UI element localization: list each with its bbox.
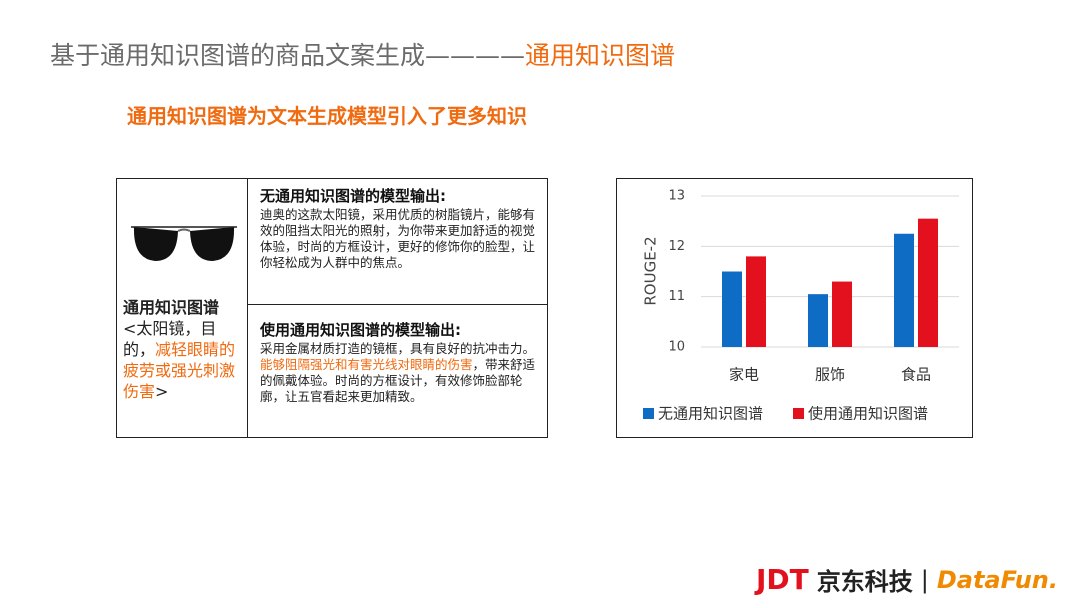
sunglasses-icon bbox=[131, 226, 237, 261]
bar bbox=[746, 256, 766, 347]
without-kg-cell: 无通用知识图谱的模型输出: 迪奥的这款太阳镜，采用优质的树脂镜片，能够有效的阻挡… bbox=[248, 179, 547, 305]
logo: JDT 京东科技 | DataFun. bbox=[755, 563, 1058, 596]
logo-cn: 京东科技 bbox=[816, 568, 913, 596]
logo-jdt: JDT bbox=[755, 563, 809, 596]
title-text: 基于通用知识图谱的商品文案生成———— bbox=[50, 41, 526, 70]
cell-heading: 使用通用知识图谱的模型输出: bbox=[260, 321, 461, 339]
bar bbox=[894, 233, 914, 347]
legend-swatch bbox=[643, 408, 654, 419]
with-kg-cell: 使用通用知识图谱的模型输出: 采用金属材质打造的镜框，具有良好的抗冲击力。能够阻… bbox=[248, 305, 547, 437]
product-cell: 通用知识图谱 <太阳镜，目的，减轻眼睛的疲劳或强光刺激伤害> bbox=[117, 179, 248, 437]
y-axis-label: ROUGE-2 bbox=[642, 236, 660, 305]
body-text: ，带来舒适的佩戴体验。时尚的方框设计，有效修饰脸部轮廓，让五官看起来更加精致。 bbox=[260, 357, 536, 404]
y-tick-label: 13 bbox=[668, 189, 685, 204]
body-text: 采用金属材质打造的镜框，具有良好的抗冲击力。 bbox=[260, 341, 536, 356]
logo-datafun: DataFun. bbox=[936, 565, 1058, 594]
product-text: 通用知识图谱 <太阳镜，目的，减轻眼睛的疲劳或强光刺激伤害> bbox=[123, 297, 243, 402]
bar bbox=[808, 294, 828, 347]
comparison-table: 通用知识图谱 <太阳镜，目的，减轻眼睛的疲劳或强光刺激伤害> 无通用知识图谱的模… bbox=[116, 178, 548, 438]
x-tick-label: 家电 bbox=[729, 366, 759, 384]
body-highlight: 能够阻隔强光和有害光线对眼睛的伤害 bbox=[260, 357, 473, 372]
y-tick-label: 11 bbox=[668, 289, 685, 304]
subtitle: 通用知识图谱为文本生成模型引入了更多知识 bbox=[127, 104, 527, 128]
legend-label: 使用通用知识图谱 bbox=[808, 405, 928, 423]
legend-label: 无通用知识图谱 bbox=[658, 405, 763, 423]
product-text-before: <太阳镜，目的， bbox=[123, 319, 217, 359]
product-text-highlight: 减轻眼睛的疲劳或强光刺激伤害 bbox=[123, 340, 236, 401]
slide-title: 基于通用知识图谱的商品文案生成————通用知识图谱 bbox=[50, 36, 675, 72]
y-tick-label: 12 bbox=[668, 239, 685, 254]
bar bbox=[832, 281, 852, 347]
product-label: 通用知识图谱 bbox=[123, 298, 220, 317]
y-tick-label: 10 bbox=[668, 340, 685, 355]
x-tick-label: 服饰 bbox=[815, 366, 845, 384]
bar bbox=[918, 218, 938, 347]
x-tick-label: 食品 bbox=[901, 366, 931, 384]
product-text-after: > bbox=[155, 382, 169, 401]
cell-heading: 无通用知识图谱的模型输出: bbox=[260, 187, 446, 205]
bar bbox=[722, 271, 742, 347]
legend-swatch bbox=[793, 408, 804, 419]
title-highlight: 通用知识图谱 bbox=[525, 41, 676, 70]
cell-body: 迪奥的这款太阳镜，采用优质的树脂镜片，能够有效的阻挡太阳光的照射，为你带来更加舒… bbox=[260, 207, 536, 270]
chart-frame: ROUGE-2 10 11 12 13 家电 服饰 食品无通用知识图谱 使用通用知识图谱 bbox=[616, 178, 973, 438]
cell-body: 采用金属材质打造的镜框，具有良好的抗冲击力。能够阻隔强光和有害光线对眼睛的伤害，… bbox=[260, 341, 539, 405]
